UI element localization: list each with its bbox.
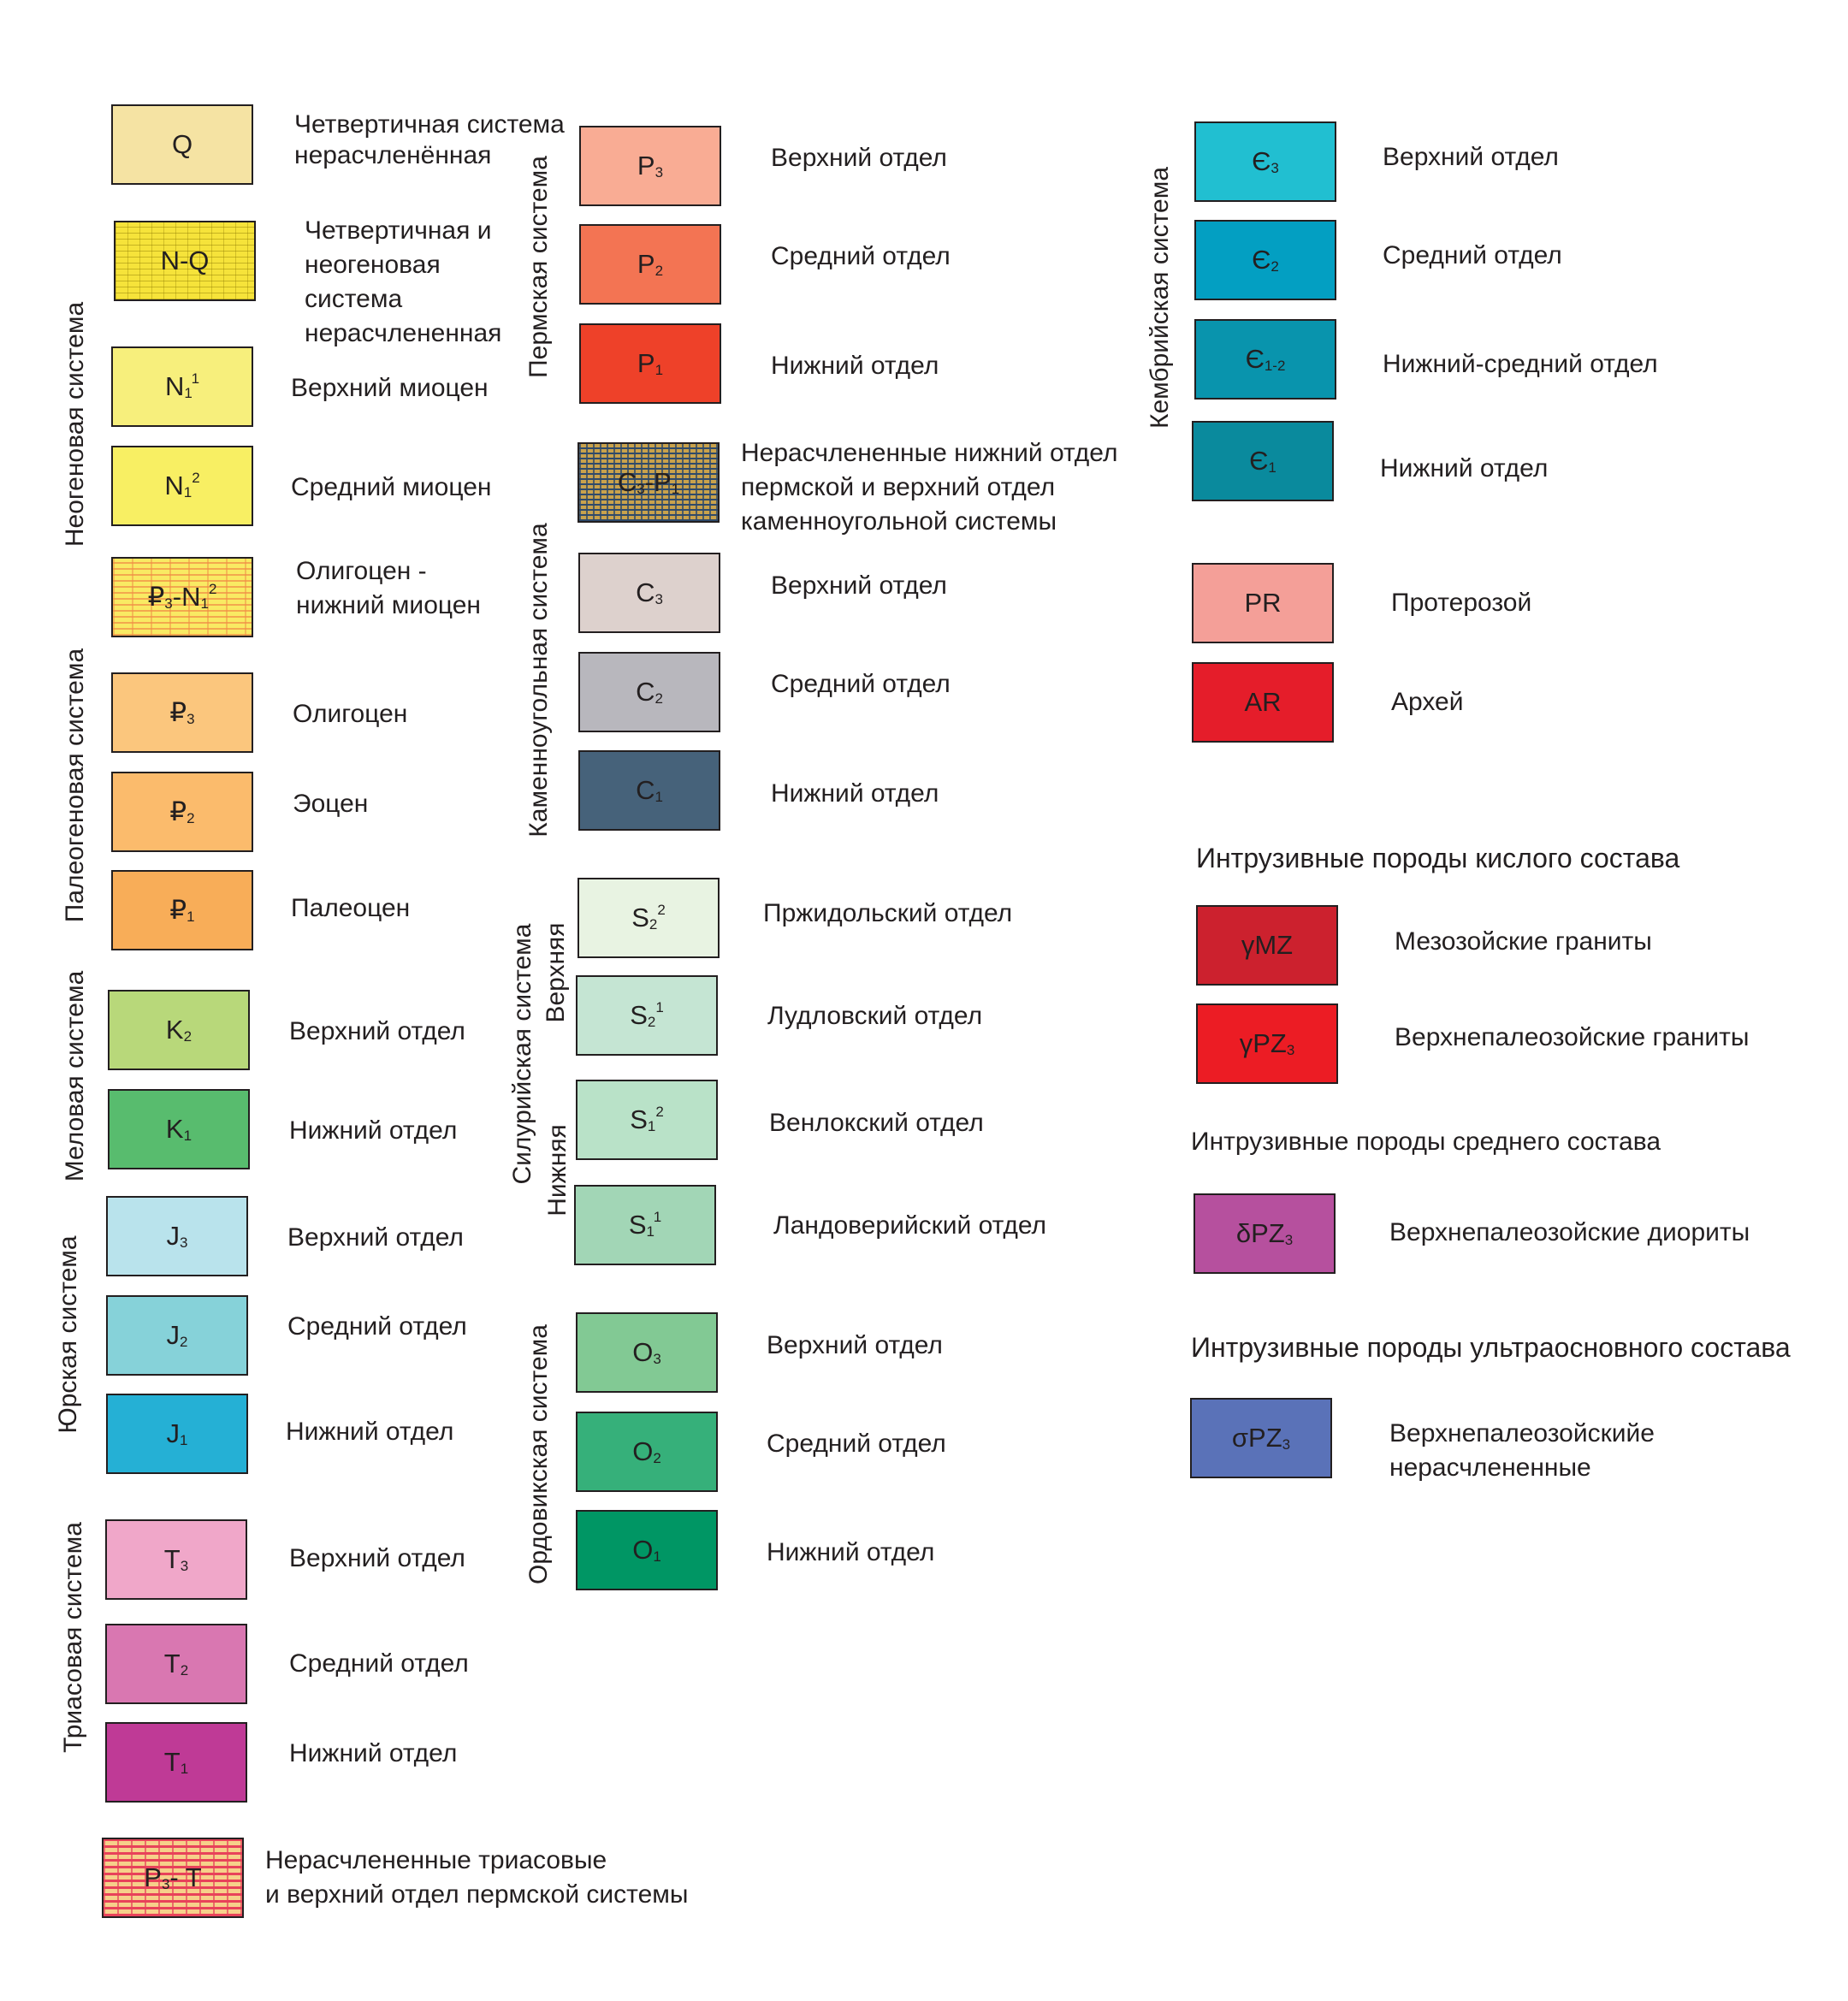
group-silurian-upper: Верхняя [542, 922, 570, 1023]
legend-box-p3: P3 [579, 126, 721, 206]
header-intermediate: Интрузивные породы среднего состава [1191, 1128, 1661, 1156]
legend-box-cm3: Є3 [1194, 121, 1336, 202]
label-pg1: Палеоцен [291, 894, 411, 922]
legend-box-t3: T3 [105, 1519, 247, 1600]
label-c3: Верхний отдел [771, 571, 947, 600]
header-felsic: Интрузивные породы кислого состава [1196, 843, 1680, 873]
label-k1: Нижний отдел [289, 1116, 458, 1145]
legend-box-n1-2: N12 [111, 446, 253, 526]
legend-box-s1-1: S11 [574, 1185, 716, 1265]
label-t1: Нижний отдел [289, 1739, 458, 1767]
group-ordovician: Ордовикская система [524, 1324, 553, 1584]
legend-box-j1: J1 [106, 1394, 248, 1474]
label-c2: Средний отдел [771, 670, 951, 698]
label-o3: Верхний отдел [767, 1331, 943, 1359]
label-t3: Верхний отдел [289, 1544, 465, 1572]
legend-box-p1: P1 [579, 323, 721, 404]
group-jurassic: Юрская система [54, 1235, 82, 1434]
legend-box-pg3-n1: ₽3-N12 [111, 557, 253, 637]
legend-box-cm12: Є1-2 [1194, 319, 1336, 400]
legend-box-c3: C3 [578, 553, 720, 633]
legend-box-pr: PR [1192, 563, 1334, 643]
label-j1: Нижний отдел [286, 1418, 454, 1446]
legend-box-s2-2: S22 [578, 878, 720, 958]
legend-box-pg3: ₽3 [111, 672, 253, 753]
legend-box-o2: O2 [576, 1412, 718, 1492]
legend-box-gpz3: γPZ3 [1196, 1003, 1338, 1084]
label-gmz: Мезозойские граниты [1395, 927, 1652, 956]
label-s2-1: Лудловский отдел [767, 1002, 983, 1030]
header-ultramafic: Интрузивные породы ультраосновного соста… [1191, 1332, 1791, 1363]
label-o1: Нижний отдел [767, 1538, 935, 1566]
legend-box-t1: T1 [105, 1722, 247, 1803]
legend-box-gmz: γMZ [1196, 905, 1338, 986]
legend-box-j2: J2 [106, 1295, 248, 1376]
legend-box-cm2: Є2 [1194, 220, 1336, 300]
legend-box-c1: C1 [578, 750, 720, 831]
group-cretaceous: Меловая система [61, 970, 89, 1182]
group-cambrian: Кембрийская система [1146, 166, 1174, 429]
label-p1: Нижний отдел [771, 352, 939, 380]
label-cm12: Нижний-средний отдел [1383, 350, 1658, 378]
legend-box-n1-1: N11 [111, 346, 253, 427]
legend-box-k1: K1 [108, 1089, 250, 1169]
legend-box-c3-p1: C3-P1 [578, 442, 720, 523]
legend-box-j3: J3 [106, 1196, 248, 1276]
legend-box-q: Q [111, 104, 253, 185]
legend-box-spz3: σPZ3 [1190, 1398, 1332, 1478]
label-s2-2: Пржидольский отдел [763, 899, 1013, 927]
label-gpz3: Верхнепалеозойские граниты [1395, 1023, 1750, 1051]
label-c1: Нижний отдел [771, 779, 939, 808]
label-o2: Средний отдел [767, 1430, 946, 1458]
label-p3: Верхний отдел [771, 144, 947, 172]
label-pr: Протерозой [1391, 589, 1532, 617]
group-triassic: Триасовая система [59, 1522, 87, 1753]
legend-box-pg1: ₽1 [111, 870, 253, 950]
group-silurian: Силурийская система [508, 923, 536, 1185]
label-pg3-n1: Олигоцен - нижний миоцен [296, 557, 481, 619]
label-s1-1: Ландоверийский отдел [773, 1211, 1047, 1240]
label-spz3: Верхнепалеозойскийе нерасчлененные [1389, 1419, 1655, 1482]
legend-box-s1-2: S12 [576, 1080, 718, 1160]
legend-box-p3-t: P3- T [102, 1838, 244, 1918]
legend-box-c2: C2 [578, 652, 720, 732]
label-pg2: Эоцен [293, 790, 369, 818]
legend-box-k2: K2 [108, 990, 250, 1070]
label-k2: Верхний отдел [289, 1017, 465, 1045]
label-n1-1: Верхний миоцен [291, 374, 489, 402]
label-pg3: Олигоцен [293, 700, 408, 728]
label-cm3: Верхний отдел [1383, 143, 1559, 171]
legend-box-dpz3: δPZ3 [1194, 1193, 1336, 1274]
label-t2: Средний отдел [289, 1649, 469, 1678]
label-c3-p1: Нерасчлененные нижний отдел пермской и ве… [741, 439, 1118, 536]
label-q: Четвертичная система нерасчленённая [294, 110, 565, 169]
label-p3-t: Нерасчлененные триасовые и верхний отдел … [265, 1846, 689, 1909]
label-n1-2: Средний миоцен [291, 473, 492, 501]
legend-box-pg2: ₽2 [111, 772, 253, 852]
label-dpz3: Верхнепалеозойские диориты [1389, 1218, 1750, 1246]
legend-box-s2-1: S21 [576, 975, 718, 1056]
label-s1-2: Венлокский отдел [769, 1109, 984, 1137]
legend-box-t2: T2 [105, 1624, 247, 1704]
group-permian: Пермская система [524, 156, 553, 378]
group-silurian-lower: Нижняя [543, 1124, 572, 1217]
legend-box-ar: AR [1192, 662, 1334, 743]
legend-box-o3: O3 [576, 1312, 718, 1393]
legend-box-n-q: N-Q [114, 221, 256, 301]
label-cm1: Нижний отдел [1380, 454, 1549, 482]
label-p2: Средний отдел [771, 242, 951, 270]
label-ar: Архей [1391, 688, 1464, 716]
label-j3: Верхний отдел [287, 1223, 464, 1252]
label-cm2: Средний отдел [1383, 241, 1562, 269]
legend-box-o1: O1 [576, 1510, 718, 1590]
label-j2: Средний отдел [287, 1312, 467, 1341]
group-paleogene: Палеогеновая система [61, 648, 89, 923]
legend-box-cm1: Є1 [1192, 421, 1334, 501]
group-neogene: Неогеновая система [61, 301, 89, 548]
group-carboniferous: Каменноугольная система [524, 523, 553, 838]
label-n-q: Четвертичная и неогеновая система нерасчлен… [305, 216, 502, 347]
legend-box-p2: P2 [579, 224, 721, 305]
